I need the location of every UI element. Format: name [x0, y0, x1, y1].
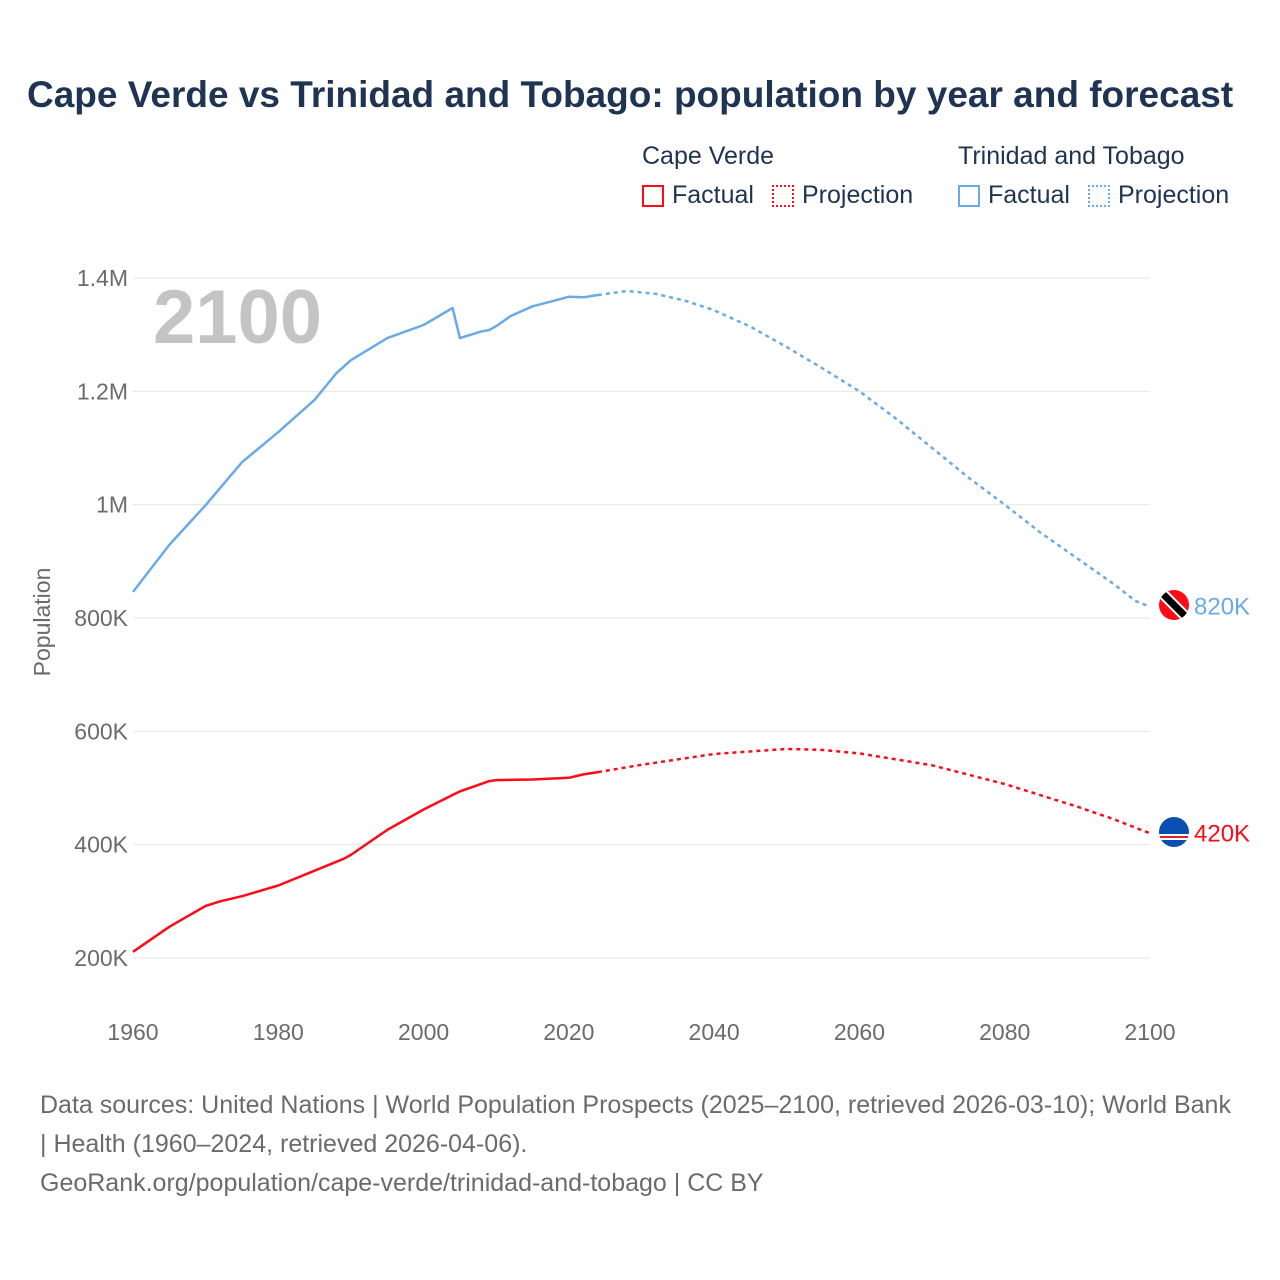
data-sources: Data sources: United Nations | World Pop… [40, 1091, 1231, 1158]
footer: Data sources: United Nations | World Pop… [40, 1086, 1240, 1203]
y-tick-label: 800K [74, 605, 128, 631]
series-line-trinidad-and-tobago-factual [132, 293, 599, 593]
dotted-swatch-icon [771, 184, 794, 207]
legend-label: Projection [801, 181, 914, 209]
y-tick-label: 1.4M [77, 265, 128, 291]
legend-trinidad-and-tobago: Trinidad and Tobago Factual Projection [958, 142, 1247, 210]
legend-group-title: Cape Verde [642, 142, 775, 170]
solid-swatch-icon [642, 184, 664, 207]
series-line-trinidad-and-tobago-projection [597, 289, 1151, 608]
legend-cape-verde: Cape Verde Factual Projection [642, 142, 931, 210]
y-tick-label: 400K [74, 832, 128, 858]
legend-label: Projection [1117, 181, 1230, 209]
x-tick-label: 2060 [834, 1019, 885, 1045]
y-axis-label: Population [29, 568, 55, 677]
y-tick-label: 1.2M [77, 378, 128, 404]
y-tick-label: 1M [96, 492, 128, 518]
x-tick-label: 1980 [253, 1019, 304, 1045]
legend-label: Factual [988, 181, 1070, 209]
legend-item-factual[interactable]: Factual [642, 181, 754, 210]
dotted-swatch-icon [1087, 184, 1110, 207]
y-tick-label: 200K [74, 945, 128, 971]
legend-item-projection[interactable]: Projection [771, 181, 914, 210]
legend-label: Factual [672, 181, 754, 209]
solid-swatch-icon [958, 184, 980, 207]
x-tick-label: 2020 [543, 1019, 594, 1045]
flag-trinidad-and-tobago-icon [1159, 590, 1189, 620]
series-line-cape-verde-projection [597, 747, 1151, 835]
series-line-cape-verde-factual [132, 770, 599, 953]
flag-cape-verde-icon [1159, 817, 1189, 847]
legend-group-title: Trinidad and Tobago [958, 142, 1185, 170]
x-tick-label: 1960 [107, 1019, 158, 1045]
legend-item-factual[interactable]: Factual [958, 181, 1070, 210]
x-tick-label: 2080 [979, 1019, 1030, 1045]
x-tick-label: 2000 [398, 1019, 449, 1045]
x-tick-label: 2100 [1124, 1019, 1175, 1045]
y-tick-label: 600K [74, 718, 128, 744]
legend-item-projection[interactable]: Projection [1087, 181, 1230, 210]
end-value-label-cape-verde: 420K [1194, 820, 1250, 847]
chart-title: Cape Verde vs Trinidad and Tobago: popul… [27, 74, 1234, 115]
year-watermark: 2100 [153, 275, 322, 360]
x-tick-label: 2040 [689, 1019, 740, 1045]
end-value-label-trinidad-and-tobago: 820K [1194, 594, 1250, 621]
source-link[interactable]: GeoRank.org/population/cape-verde/trinid… [40, 1169, 764, 1197]
